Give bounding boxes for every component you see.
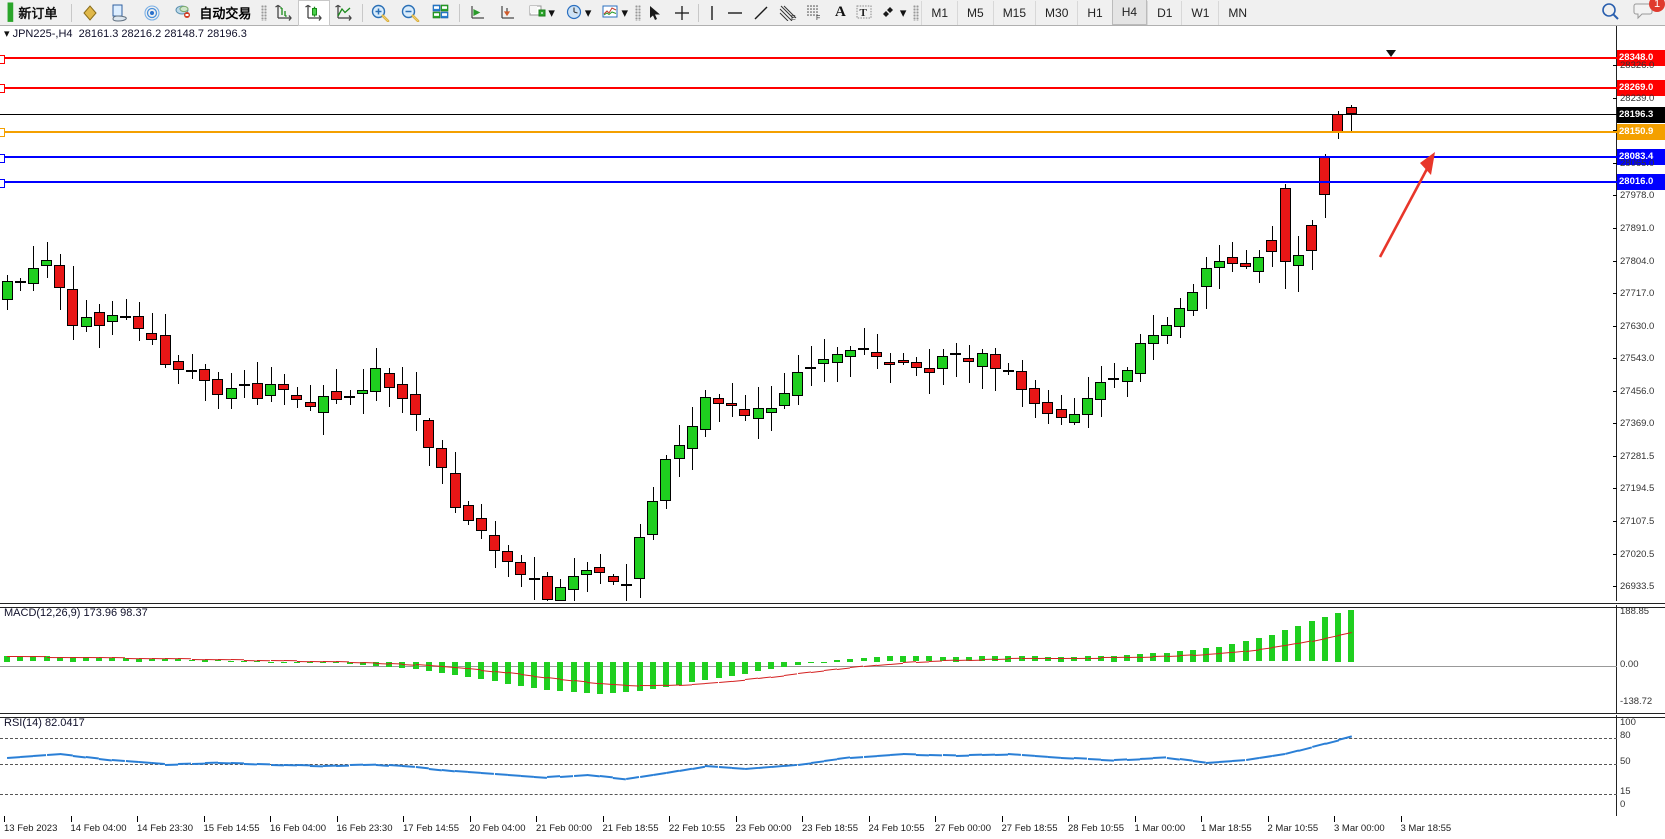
svg-text:F: F [816, 15, 820, 21]
svg-text:E: E [791, 15, 796, 21]
svg-text:T: T [859, 7, 867, 19]
